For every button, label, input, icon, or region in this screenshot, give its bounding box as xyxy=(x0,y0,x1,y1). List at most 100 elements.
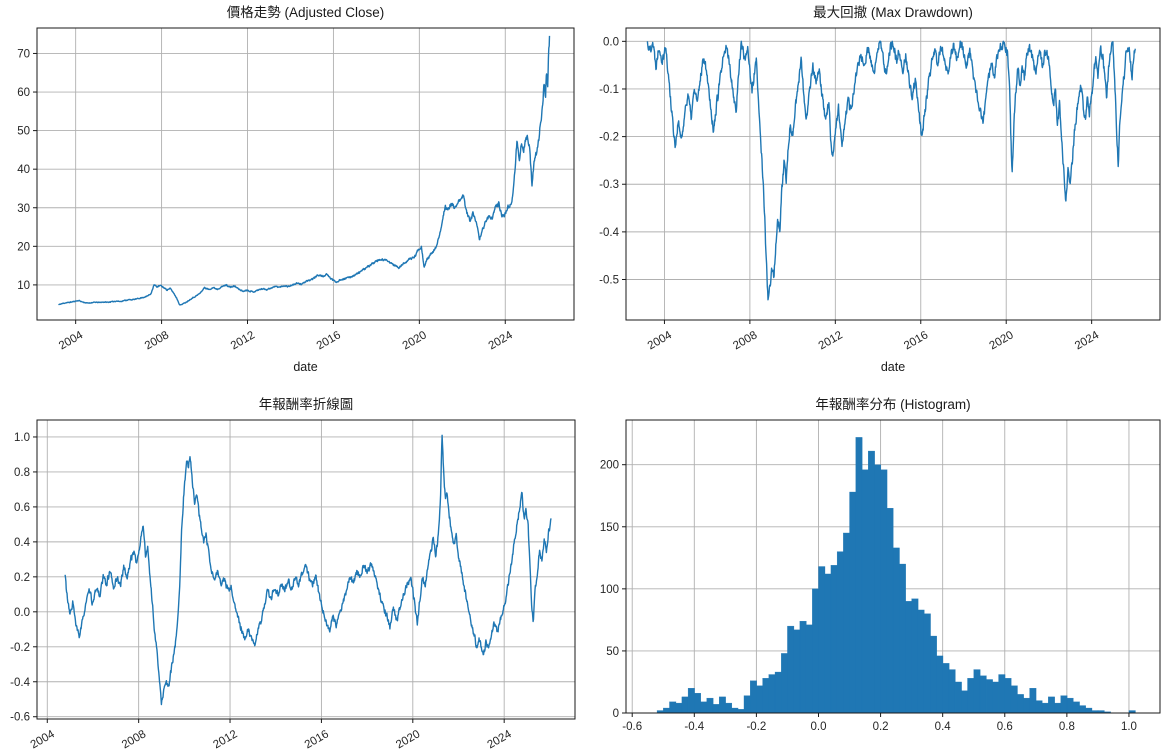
histogram-bar xyxy=(917,609,925,713)
histogram-bar xyxy=(675,702,683,713)
histogram-bar xyxy=(812,588,819,713)
histogram-bar xyxy=(781,653,788,713)
histogram-bar xyxy=(712,704,720,713)
y-tick-label: -0.5 xyxy=(599,275,619,287)
y-tick-label: 1.0 xyxy=(14,432,30,444)
histogram-bar xyxy=(967,678,975,713)
axes-spines xyxy=(625,27,1161,321)
tick-marks xyxy=(33,52,506,324)
x-tick-label: 0.0 xyxy=(810,721,826,733)
histogram-bar xyxy=(923,613,931,713)
y-tick-label: 30 xyxy=(17,203,30,215)
histogram-bar xyxy=(930,635,937,713)
y-tick-label: 10 xyxy=(17,280,30,292)
histogram-bar xyxy=(892,547,900,713)
axes-spines xyxy=(625,419,1161,714)
histogram-bar xyxy=(768,674,776,713)
x-tick-label: 0.8 xyxy=(1059,721,1075,733)
price-trend-chart: 2004 2008 2012 2016 2020 202410203040506070價格… xyxy=(0,0,586,380)
price-title: 價格走勢 (Adjusted Close) xyxy=(227,5,385,20)
histogram-bar xyxy=(787,625,795,713)
histogram-bar xyxy=(1066,697,1074,713)
y-tick-label: -0.4 xyxy=(10,677,30,689)
y-tick-label: 0.0 xyxy=(603,36,619,48)
y-tick-label: 0.0 xyxy=(14,607,30,619)
histogram-bar xyxy=(855,437,863,713)
panel-max-drawdown: 2004 2008 2012 2016 2020 2024 0.0 -0.1 -0.2 -0.3-… xyxy=(586,0,1173,380)
histogram-bar xyxy=(1035,700,1043,713)
returns-title: 年報酬率折線圖 xyxy=(259,396,354,412)
histogram-bar xyxy=(1054,702,1062,713)
histogram-bar xyxy=(954,681,962,713)
histogram-bar xyxy=(911,598,919,713)
y-tick-label: 50 xyxy=(17,126,30,138)
x-tick-label: -0.4 xyxy=(684,721,704,733)
tick-marks xyxy=(33,436,505,723)
grid-lines xyxy=(626,28,1160,320)
histogram-bar xyxy=(694,692,701,713)
histogram-bar xyxy=(1017,694,1024,713)
tick-marks xyxy=(622,464,1130,717)
histogram-bars xyxy=(656,437,1136,713)
histogram-bar xyxy=(1072,701,1080,713)
tick-marks xyxy=(622,40,1093,324)
y-tick-label: -0.6 xyxy=(10,712,30,724)
histogram-bar xyxy=(725,702,733,713)
price-series-line xyxy=(58,35,551,306)
drawdown-title: 最大回撤 (Max Drawdown) xyxy=(813,5,973,20)
y-tick-label: -0.1 xyxy=(599,84,619,96)
histogram-bar xyxy=(899,563,906,713)
x-tick-label: -0.2 xyxy=(746,721,766,733)
price-xlabel: date xyxy=(293,360,317,374)
histogram-bar xyxy=(756,685,764,713)
histogram-bar xyxy=(663,707,670,713)
histogram-bar xyxy=(799,620,807,713)
y-tick-label: 40 xyxy=(17,164,30,176)
panel-annual-return-histogram: -0.6 -0.4 -0.2 0.0 0.2 0.4 0.6 0.8 1.0 0 50 100 150 2… xyxy=(586,380,1173,755)
histogram-bar xyxy=(1004,678,1012,713)
histogram-bar xyxy=(880,469,888,713)
histogram-bar xyxy=(687,688,695,713)
y-tick-label: -0.3 xyxy=(599,179,619,191)
panel-background xyxy=(0,0,586,380)
histogram-bar xyxy=(731,707,739,713)
histogram-bar xyxy=(1023,697,1031,713)
histogram-bar xyxy=(818,566,826,713)
grid-lines xyxy=(37,420,575,719)
histogram-bar xyxy=(836,551,844,713)
y-tick-label: 50 xyxy=(606,646,619,658)
y-tick-label: -0.2 xyxy=(10,642,30,654)
histogram-bar xyxy=(961,690,968,713)
histogram-bar xyxy=(706,697,714,713)
y-tick-label: 60 xyxy=(17,87,30,99)
histogram-bar xyxy=(805,624,813,713)
histogram-bar xyxy=(1085,707,1093,713)
histogram-bar xyxy=(948,669,956,713)
axes-spines xyxy=(36,27,575,321)
grid-lines xyxy=(37,28,574,320)
panel-background xyxy=(0,380,586,755)
x-tick-label: 0.6 xyxy=(997,721,1013,733)
y-tick-label: 0.4 xyxy=(14,537,31,549)
histogram-bar xyxy=(843,532,850,713)
histogram-bar xyxy=(1010,685,1018,713)
histogram-bar xyxy=(874,464,882,713)
histogram-bar xyxy=(762,678,770,713)
histogram-bar xyxy=(985,679,993,713)
x-tick-label: -0.6 xyxy=(622,721,642,733)
y-tick-label: 0.2 xyxy=(14,572,30,584)
x-tick-label: 1.0 xyxy=(1121,721,1137,733)
histogram-bar xyxy=(774,671,782,713)
histogram-bar xyxy=(849,491,857,713)
axes-spines xyxy=(36,419,576,720)
histogram-bar xyxy=(700,701,708,713)
y-tick-label: -0.2 xyxy=(599,132,619,144)
histogram-bar xyxy=(861,469,869,713)
y-tick-label: 0.6 xyxy=(14,502,30,514)
histogram-bar xyxy=(886,507,894,713)
annual-return-line-chart: 2004 2008 2012 2016 2020 20241.00.80.60.40.20… xyxy=(0,380,586,755)
histogram-bar xyxy=(868,450,875,713)
y-tick-label: 100 xyxy=(600,584,619,596)
histogram-bar xyxy=(681,696,689,713)
histogram-bar xyxy=(936,655,944,713)
